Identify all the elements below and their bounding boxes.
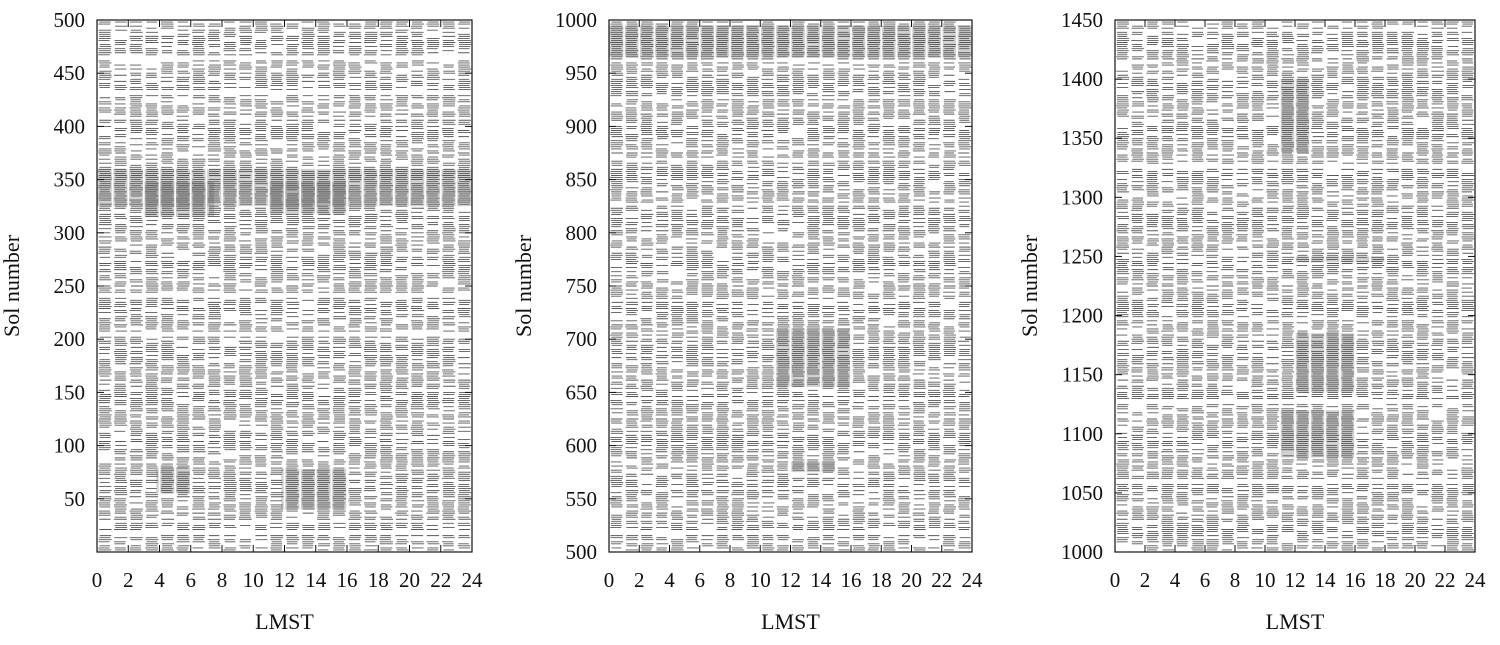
y-tick-label: 600 [566, 434, 598, 458]
y-axis-title: Sol number [0, 234, 24, 337]
y-tick-label: 250 [54, 274, 86, 298]
coverage-field [97, 19, 472, 552]
x-tick-label: 6 [1200, 568, 1211, 592]
coverage-field [1116, 20, 1475, 552]
y-tick-label: 900 [566, 114, 598, 138]
y-tick-label: 400 [54, 114, 86, 138]
y-tick-label: 650 [566, 380, 598, 404]
coverage-field [609, 19, 972, 552]
y-tick-label: 450 [54, 61, 86, 85]
x-tick-label: 8 [1230, 568, 1241, 592]
x-tick-label: 10 [750, 568, 771, 592]
dense-coverage-region [281, 469, 347, 510]
y-tick-label: 1350 [1061, 126, 1103, 150]
x-tick-label: 18 [368, 568, 389, 592]
x-tick-label: 24 [462, 568, 484, 592]
y-tick-label: 300 [54, 221, 86, 245]
y-tick-label: 1000 [1061, 540, 1103, 564]
x-tick-label: 4 [154, 568, 165, 592]
dense-coverage-region [268, 181, 347, 214]
y-tick-label: 800 [566, 221, 598, 245]
y-tick-label: 50 [64, 487, 85, 511]
chart-panel-3: 0 2 4 6 8 10 12 14 16 18 20 22 241000105011001150120… [1017, 8, 1486, 634]
x-tick-label: 10 [243, 568, 264, 592]
y-tick-label: 350 [54, 168, 86, 192]
x-tick-label: 8 [217, 568, 228, 592]
dense-coverage-region [775, 328, 851, 388]
x-tick-label: 22 [430, 568, 451, 592]
y-tick-label: 950 [566, 61, 598, 85]
dense-coverage-region [790, 461, 836, 473]
x-tick-label: 6 [186, 568, 197, 592]
x-tick-label: 8 [725, 568, 736, 592]
y-tick-label: 100 [54, 434, 86, 458]
y-tick-label: 150 [54, 380, 86, 404]
y-tick-label: 1450 [1061, 8, 1103, 32]
x-tick-label: 20 [1405, 568, 1426, 592]
dense-coverage-region [1280, 410, 1355, 458]
y-tick-label: 550 [566, 487, 598, 511]
y-tick-label: 1200 [1061, 304, 1103, 328]
y-tick-label: 1400 [1061, 67, 1103, 91]
y-tick-label: 1000 [555, 8, 597, 32]
x-tick-label: 14 [1315, 568, 1337, 592]
x-tick-label: 24 [962, 568, 984, 592]
x-tick-label: 16 [1345, 568, 1366, 592]
x-axis-title: LMST [255, 609, 314, 634]
y-axis-title: Sol number [511, 234, 536, 337]
x-tick-label: 20 [901, 568, 922, 592]
x-tick-label: 2 [1140, 568, 1151, 592]
x-tick-label: 18 [1375, 568, 1396, 592]
y-tick-label: 1250 [1061, 244, 1103, 268]
x-tick-label: 22 [931, 568, 952, 592]
x-tick-label: 12 [1285, 568, 1306, 592]
coverage-lines [1116, 21, 1475, 551]
x-tick-label: 18 [871, 568, 892, 592]
x-tick-label: 0 [604, 568, 615, 592]
coverage-lines [98, 19, 472, 551]
x-tick-label: 2 [634, 568, 645, 592]
y-axis-title: Sol number [1017, 234, 1042, 337]
x-tick-label: 4 [664, 568, 675, 592]
y-tick-label: 1050 [1061, 481, 1103, 505]
coverage-lines [610, 19, 972, 551]
x-tick-label: 10 [1255, 568, 1276, 592]
dense-coverage-region [143, 181, 215, 217]
y-tick-label: 850 [566, 168, 598, 192]
x-tick-label: 4 [1170, 568, 1181, 592]
x-axis-title: LMST [1266, 609, 1325, 634]
y-tick-label: 1300 [1061, 185, 1103, 209]
y-tick-label: 700 [566, 327, 598, 351]
x-tick-label: 2 [123, 568, 134, 592]
y-tick-label: 500 [566, 540, 598, 564]
x-tick-label: 6 [695, 568, 706, 592]
x-tick-label: 20 [399, 568, 420, 592]
x-tick-label: 12 [780, 568, 801, 592]
x-tick-label: 16 [337, 568, 358, 592]
x-tick-label: 22 [1435, 568, 1456, 592]
x-tick-label: 16 [841, 568, 862, 592]
x-tick-label: 14 [810, 568, 832, 592]
x-tick-label: 14 [305, 568, 327, 592]
chart-panel-1: 0 2 4 6 8 10 12 14 16 18 20 22 245010015020025030035… [0, 8, 483, 634]
y-tick-label: 500 [54, 8, 86, 32]
x-axis-title: LMST [761, 609, 820, 634]
y-tick-label: 1100 [1062, 422, 1103, 446]
y-tick-label: 200 [54, 327, 86, 351]
x-tick-label: 0 [1110, 568, 1121, 592]
dense-coverage-region [156, 466, 191, 494]
y-tick-label: 1150 [1062, 363, 1103, 387]
chart-panel-2: 0 2 4 6 8 10 12 14 16 18 20 22 245005506006507007508… [511, 8, 983, 634]
y-tick-label: 750 [566, 274, 598, 298]
x-tick-label: 0 [92, 568, 103, 592]
x-tick-label: 24 [1465, 568, 1487, 592]
x-tick-label: 12 [274, 568, 295, 592]
